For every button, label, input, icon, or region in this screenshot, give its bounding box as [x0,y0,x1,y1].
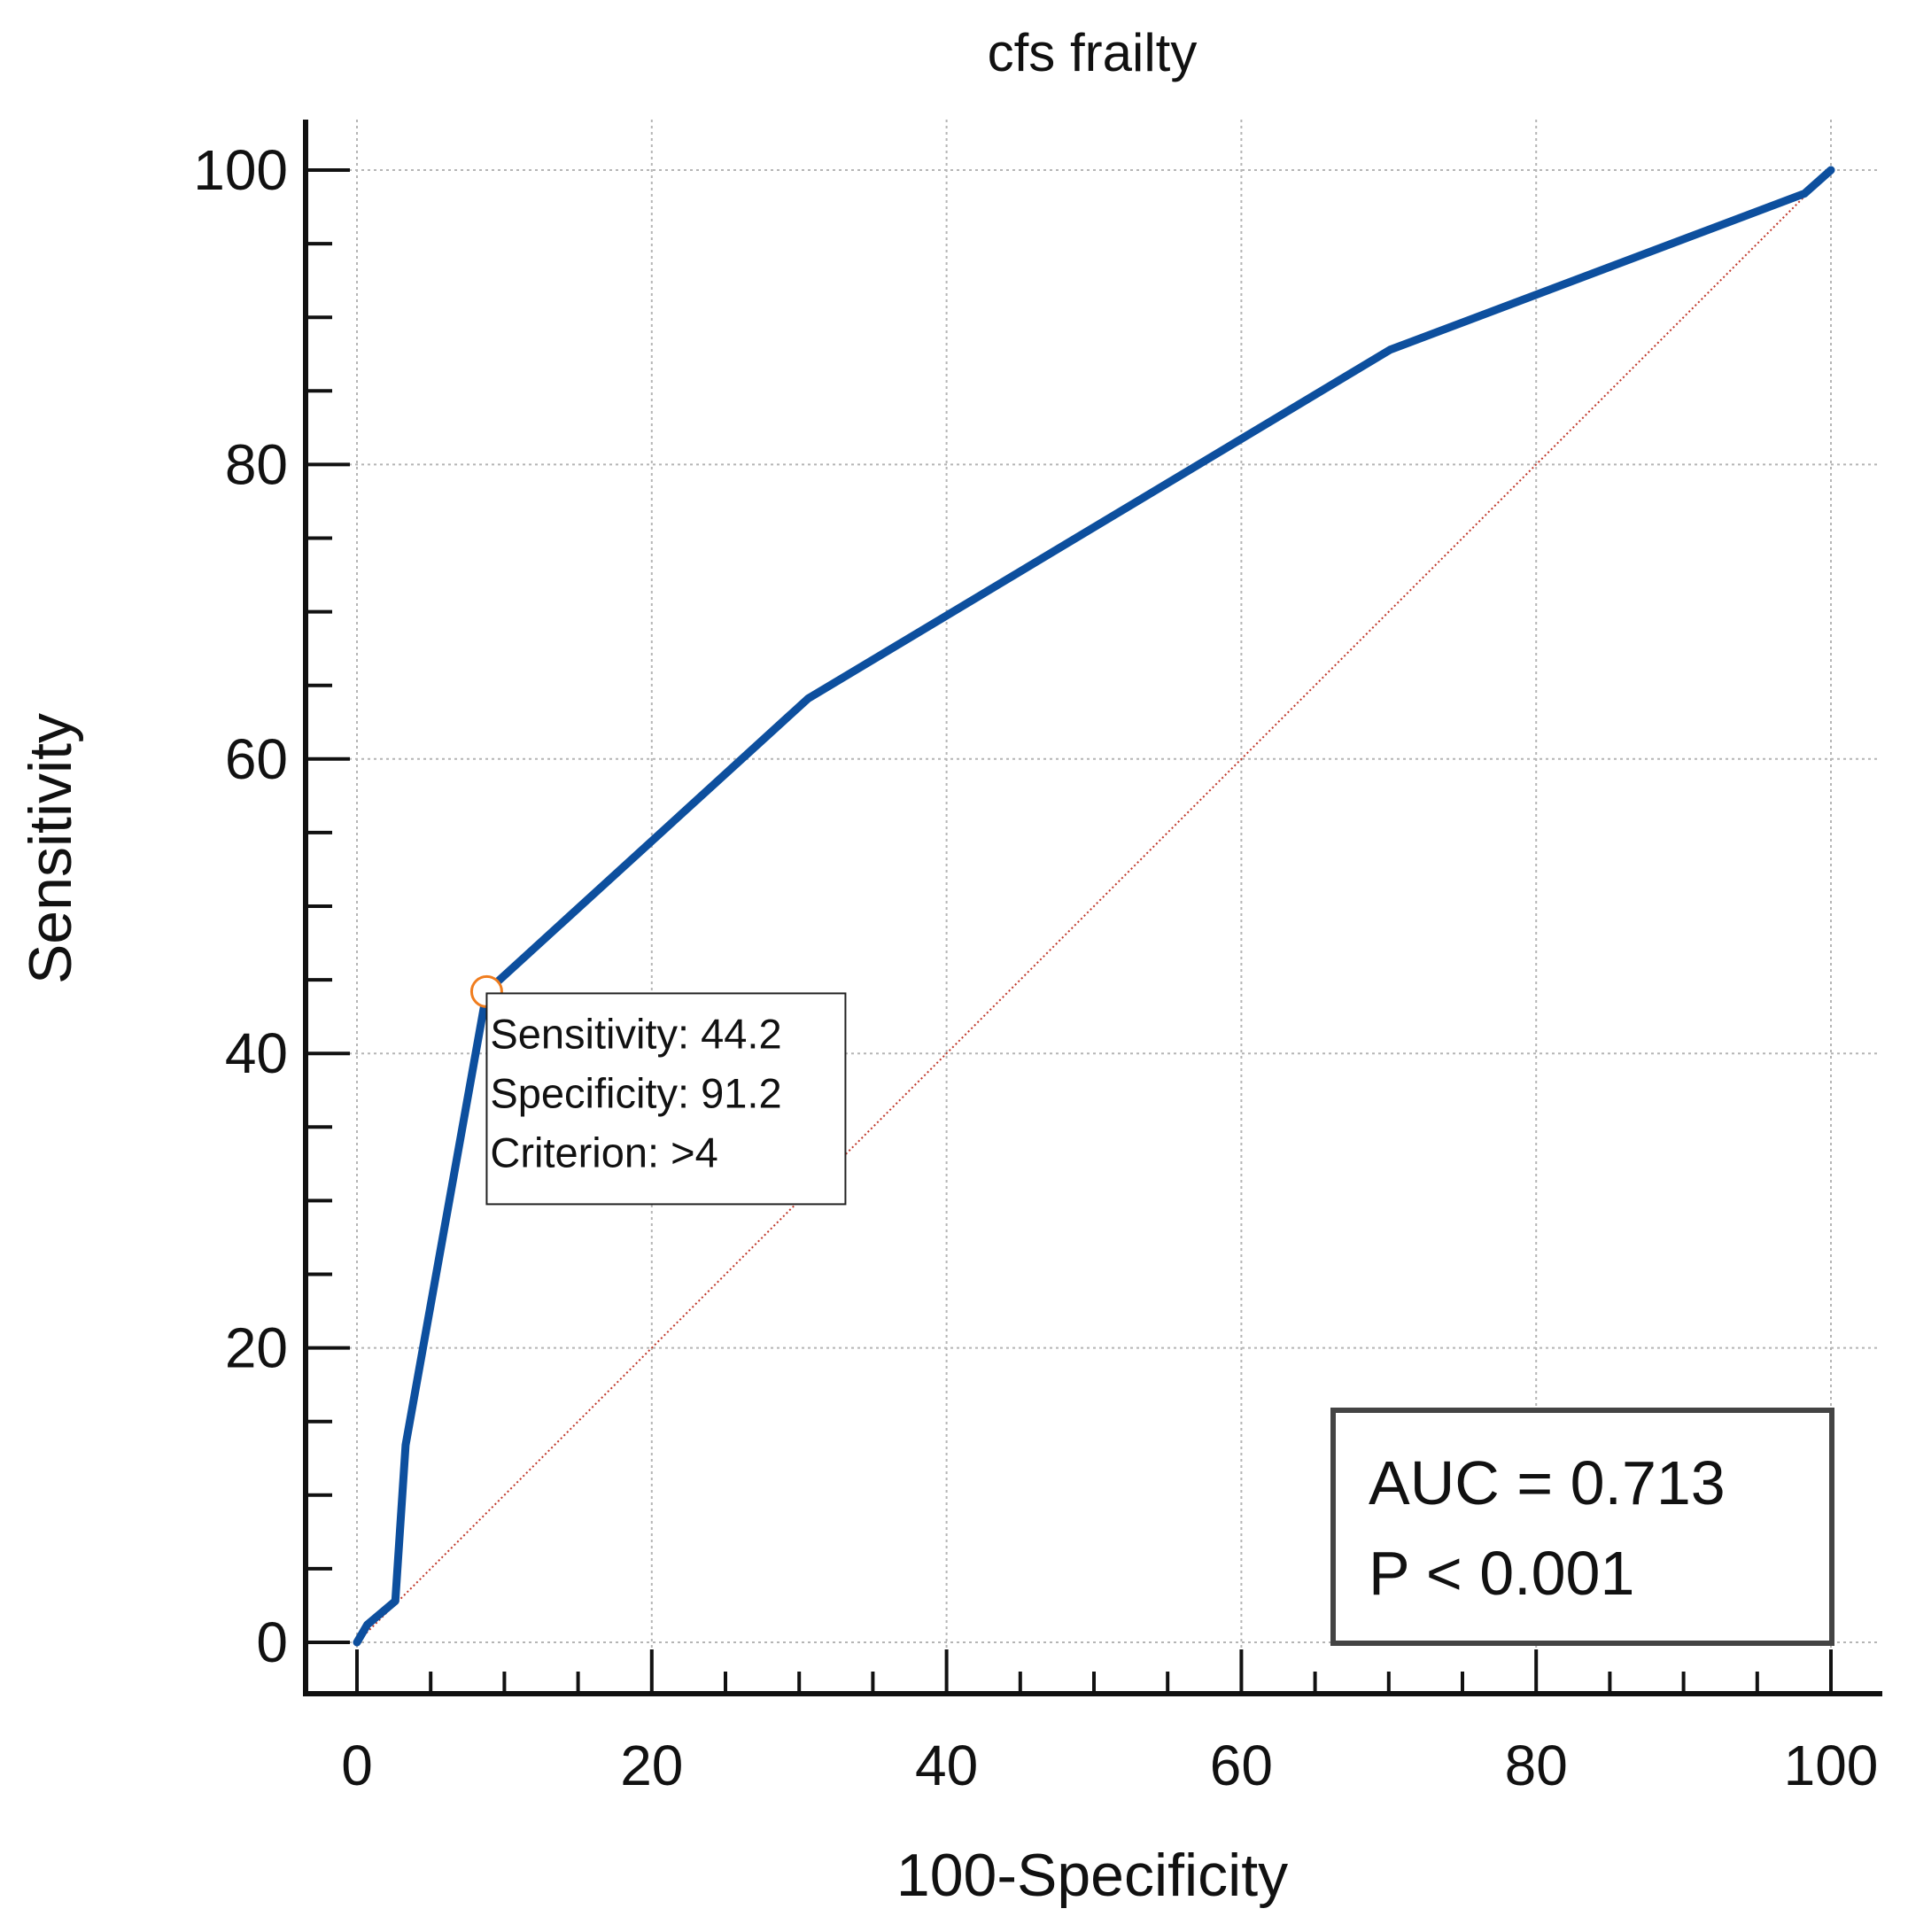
stats-auc: AUC = 0.713 [1369,1448,1726,1517]
callout-sensitivity: Sensitivity: 44.2 [490,1010,781,1057]
x-tick-label: 20 [620,1734,683,1797]
x-tick-label: 80 [1505,1734,1568,1797]
callout-specificity: Specificity: 91.2 [490,1069,781,1116]
stats-p-value: P < 0.001 [1369,1539,1634,1608]
callout-box [485,992,847,1206]
y-axis-label: Sensitivity [17,713,84,984]
ticks [306,168,1833,1694]
chart-title: cfs frailty [988,23,1198,82]
y-tick-label: 40 [225,1021,288,1085]
tick-labels: 0 20 40 60 80 100 0 20 40 60 80 100 [193,138,1878,1797]
reference-line [356,169,1832,1643]
y-tick-label: 0 [256,1610,288,1674]
x-tick-label: 0 [341,1734,373,1797]
stats-box: AUC = 0.713 P < 0.001 [1330,1408,1834,1646]
x-tick-label: 100 [1784,1734,1879,1797]
callout-criterion: Criterion: >4 [490,1129,717,1175]
y-tick-label: 60 [225,727,288,791]
reference-line-layer [356,169,1832,1643]
y-tick-label: 20 [225,1316,288,1380]
stats-box-frame [1330,1408,1834,1646]
x-axis-label: 100-Specificity [896,1842,1288,1909]
x-tick-label: 60 [1210,1734,1273,1797]
y-tick-label: 80 [225,432,288,496]
y-tick-label: 100 [193,138,288,202]
x-tick-label: 40 [915,1734,978,1797]
optimal-point-callout: Sensitivity: 44.2 Specificity: 91.2 Crit… [485,992,847,1206]
